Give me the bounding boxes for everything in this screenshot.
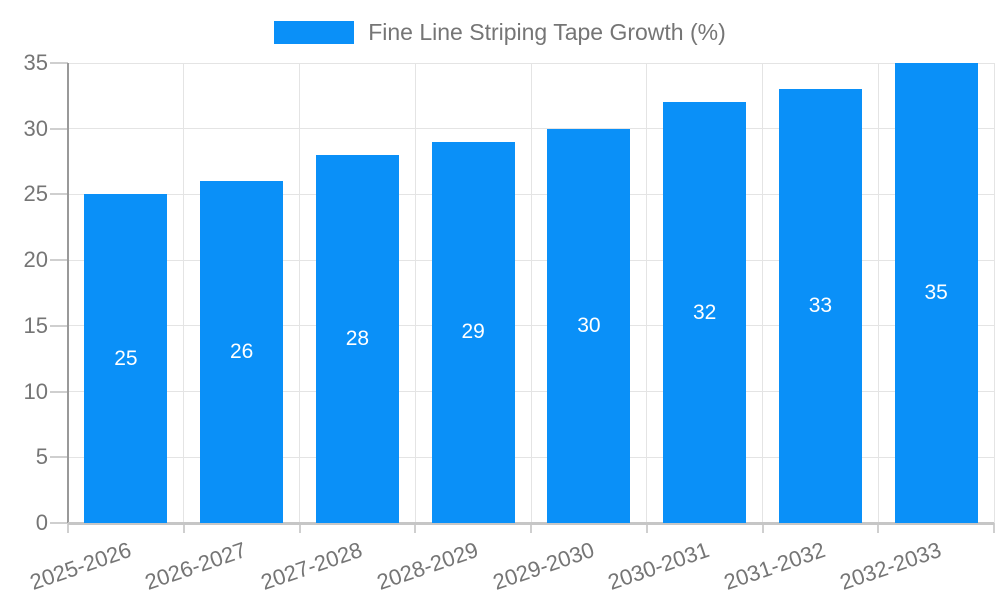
x-tick-label: 2027-2028 xyxy=(257,537,366,595)
x-axis-tick xyxy=(761,523,764,533)
bar[interactable] xyxy=(663,102,747,523)
x-axis-tick xyxy=(530,523,532,533)
y-axis-tick xyxy=(50,259,68,262)
x-tick-label: 2028-2029 xyxy=(373,537,482,595)
legend-swatch xyxy=(274,21,355,44)
x-axis-tick xyxy=(182,523,185,533)
gridline-vertical xyxy=(877,63,879,523)
y-tick-label: 10 xyxy=(23,378,48,404)
bar[interactable] xyxy=(547,128,631,523)
gridline-vertical xyxy=(762,63,763,523)
gridline-vertical xyxy=(414,63,416,523)
x-axis-tick xyxy=(414,523,417,533)
gridline-vertical xyxy=(646,63,648,523)
bar[interactable] xyxy=(84,194,168,523)
y-axis-tick xyxy=(50,522,68,524)
bar-value-label: 33 xyxy=(808,294,833,318)
y-axis-line xyxy=(67,63,69,523)
x-axis-tick xyxy=(67,523,69,533)
y-tick-label: 0 xyxy=(35,510,48,535)
gridline-vertical xyxy=(299,63,300,523)
bar[interactable] xyxy=(200,181,284,523)
y-axis-tick xyxy=(50,193,68,196)
x-tick-label: 2026-2027 xyxy=(142,537,250,595)
x-tick-label: 2030-2031 xyxy=(605,537,713,595)
y-axis-tick xyxy=(50,62,68,64)
x-axis-line xyxy=(68,522,994,525)
bar-value-label: 29 xyxy=(461,320,485,344)
gridline-vertical xyxy=(993,63,995,523)
x-axis-tick xyxy=(877,523,880,533)
y-axis-tick xyxy=(50,324,68,327)
gridline-vertical xyxy=(530,63,532,523)
x-axis-tick xyxy=(645,523,648,533)
bar[interactable] xyxy=(431,141,515,523)
y-tick-label: 5 xyxy=(35,444,48,470)
bar[interactable] xyxy=(315,155,399,523)
bar-value-label: 26 xyxy=(229,340,254,364)
y-tick-label: 35 xyxy=(23,50,48,75)
bar-value-label: 28 xyxy=(345,327,370,350)
y-tick-label: 30 xyxy=(23,115,48,141)
x-axis-tick xyxy=(298,523,301,533)
x-tick-label: 2032-2033 xyxy=(836,537,945,595)
bar-value-label: 35 xyxy=(924,281,948,304)
legend-item[interactable]: Fine Line Striping Tape Growth (%) xyxy=(0,19,1000,46)
y-axis-tick xyxy=(50,127,68,130)
x-axis-tick xyxy=(993,523,995,533)
gridline-vertical xyxy=(183,63,185,523)
y-tick-label: 20 xyxy=(23,247,48,273)
y-axis-tick xyxy=(50,456,68,459)
y-tick-label: 25 xyxy=(23,181,48,207)
y-tick-label: 15 xyxy=(23,312,48,338)
x-tick-label: 2029-2030 xyxy=(489,537,598,595)
bar-value-label: 30 xyxy=(577,313,601,337)
legend-label: Fine Line Striping Tape Growth (%) xyxy=(368,19,726,45)
x-tick-label: 2025-2026 xyxy=(26,537,135,595)
bar[interactable] xyxy=(894,63,978,523)
bar[interactable] xyxy=(778,89,862,523)
y-axis-tick xyxy=(50,390,68,393)
bar-value-label: 25 xyxy=(114,346,138,370)
bar-value-label: 32 xyxy=(692,300,717,324)
x-tick-label: 2031-2032 xyxy=(720,537,829,595)
